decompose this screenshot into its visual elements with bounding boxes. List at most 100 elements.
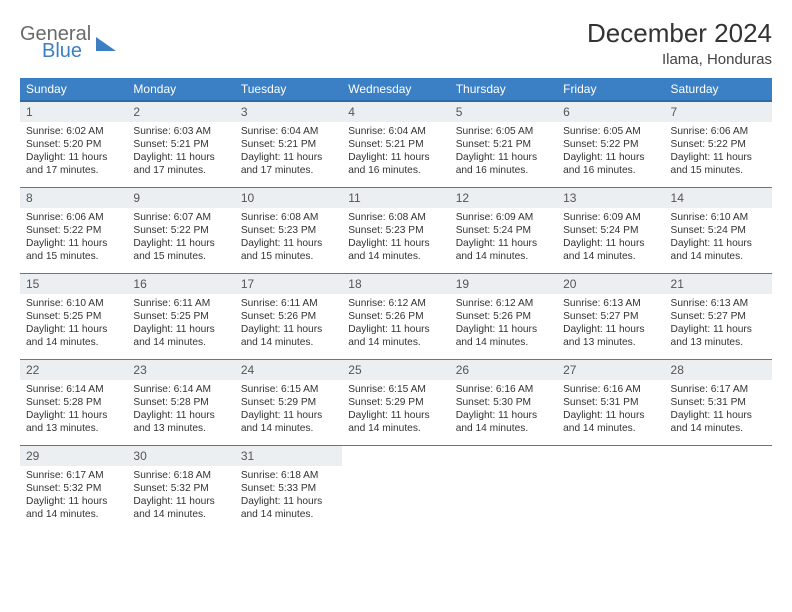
- day-details: Sunrise: 6:02 AMSunset: 5:20 PMDaylight:…: [20, 122, 127, 182]
- day-number: 25: [342, 360, 449, 380]
- day-number: 30: [127, 446, 234, 466]
- day-number: 18: [342, 274, 449, 294]
- calendar-cell: ..: [557, 445, 664, 531]
- day-details: Sunrise: 6:17 AMSunset: 5:32 PMDaylight:…: [20, 466, 127, 526]
- day-number: 7: [665, 102, 772, 122]
- calendar-cell: 6Sunrise: 6:05 AMSunset: 5:22 PMDaylight…: [557, 101, 664, 187]
- day-details: Sunrise: 6:10 AMSunset: 5:25 PMDaylight:…: [20, 294, 127, 354]
- calendar-cell: 5Sunrise: 6:05 AMSunset: 5:21 PMDaylight…: [450, 101, 557, 187]
- day-number: 23: [127, 360, 234, 380]
- calendar-cell: 4Sunrise: 6:04 AMSunset: 5:21 PMDaylight…: [342, 101, 449, 187]
- day-details: Sunrise: 6:06 AMSunset: 5:22 PMDaylight:…: [20, 208, 127, 268]
- day-number: 21: [665, 274, 772, 294]
- day-number: 9: [127, 188, 234, 208]
- logo: General Blue: [20, 18, 116, 61]
- day-details: Sunrise: 6:10 AMSunset: 5:24 PMDaylight:…: [665, 208, 772, 268]
- day-header: Thursday: [450, 78, 557, 101]
- calendar-cell: 16Sunrise: 6:11 AMSunset: 5:25 PMDayligh…: [127, 273, 234, 359]
- day-details: Sunrise: 6:16 AMSunset: 5:30 PMDaylight:…: [450, 380, 557, 440]
- day-number: 22: [20, 360, 127, 380]
- logo-blue-text: Blue: [42, 41, 91, 61]
- day-number: 12: [450, 188, 557, 208]
- calendar-cell: 26Sunrise: 6:16 AMSunset: 5:30 PMDayligh…: [450, 359, 557, 445]
- calendar-cell: 28Sunrise: 6:17 AMSunset: 5:31 PMDayligh…: [665, 359, 772, 445]
- calendar-cell: 23Sunrise: 6:14 AMSunset: 5:28 PMDayligh…: [127, 359, 234, 445]
- day-number: 15: [20, 274, 127, 294]
- calendar-cell: 15Sunrise: 6:10 AMSunset: 5:25 PMDayligh…: [20, 273, 127, 359]
- calendar-cell: 3Sunrise: 6:04 AMSunset: 5:21 PMDaylight…: [235, 101, 342, 187]
- day-number: 13: [557, 188, 664, 208]
- day-details: Sunrise: 6:15 AMSunset: 5:29 PMDaylight:…: [235, 380, 342, 440]
- calendar-cell: 29Sunrise: 6:17 AMSunset: 5:32 PMDayligh…: [20, 445, 127, 531]
- day-details: Sunrise: 6:04 AMSunset: 5:21 PMDaylight:…: [342, 122, 449, 182]
- calendar-cell: 25Sunrise: 6:15 AMSunset: 5:29 PMDayligh…: [342, 359, 449, 445]
- day-number: 10: [235, 188, 342, 208]
- day-details: Sunrise: 6:11 AMSunset: 5:25 PMDaylight:…: [127, 294, 234, 354]
- calendar-cell: 20Sunrise: 6:13 AMSunset: 5:27 PMDayligh…: [557, 273, 664, 359]
- logo-triangle-icon: [96, 37, 116, 51]
- calendar-cell: ..: [342, 445, 449, 531]
- day-number: 24: [235, 360, 342, 380]
- calendar-cell: 31Sunrise: 6:18 AMSunset: 5:33 PMDayligh…: [235, 445, 342, 531]
- day-details: Sunrise: 6:05 AMSunset: 5:21 PMDaylight:…: [450, 122, 557, 182]
- day-details: Sunrise: 6:08 AMSunset: 5:23 PMDaylight:…: [235, 208, 342, 268]
- calendar-cell: 17Sunrise: 6:11 AMSunset: 5:26 PMDayligh…: [235, 273, 342, 359]
- day-details: Sunrise: 6:11 AMSunset: 5:26 PMDaylight:…: [235, 294, 342, 354]
- calendar-cell: 19Sunrise: 6:12 AMSunset: 5:26 PMDayligh…: [450, 273, 557, 359]
- day-details: Sunrise: 6:03 AMSunset: 5:21 PMDaylight:…: [127, 122, 234, 182]
- calendar-table: SundayMondayTuesdayWednesdayThursdayFrid…: [20, 78, 772, 531]
- day-details: Sunrise: 6:14 AMSunset: 5:28 PMDaylight:…: [127, 380, 234, 440]
- day-number: 14: [665, 188, 772, 208]
- day-details: Sunrise: 6:04 AMSunset: 5:21 PMDaylight:…: [235, 122, 342, 182]
- calendar-cell: 11Sunrise: 6:08 AMSunset: 5:23 PMDayligh…: [342, 187, 449, 273]
- day-number: 27: [557, 360, 664, 380]
- calendar-week: 22Sunrise: 6:14 AMSunset: 5:28 PMDayligh…: [20, 359, 772, 445]
- day-details: Sunrise: 6:09 AMSunset: 5:24 PMDaylight:…: [557, 208, 664, 268]
- calendar-week: 29Sunrise: 6:17 AMSunset: 5:32 PMDayligh…: [20, 445, 772, 531]
- day-header: Sunday: [20, 78, 127, 101]
- day-details: Sunrise: 6:08 AMSunset: 5:23 PMDaylight:…: [342, 208, 449, 268]
- calendar-cell: 21Sunrise: 6:13 AMSunset: 5:27 PMDayligh…: [665, 273, 772, 359]
- page-header: General Blue December 2024 Ilama, Hondur…: [20, 18, 772, 68]
- day-number: 3: [235, 102, 342, 122]
- calendar-cell: 9Sunrise: 6:07 AMSunset: 5:22 PMDaylight…: [127, 187, 234, 273]
- day-details: Sunrise: 6:14 AMSunset: 5:28 PMDaylight:…: [20, 380, 127, 440]
- calendar-cell: ..: [450, 445, 557, 531]
- calendar-cell: 2Sunrise: 6:03 AMSunset: 5:21 PMDaylight…: [127, 101, 234, 187]
- month-title: December 2024: [587, 18, 772, 49]
- day-number: 11: [342, 188, 449, 208]
- day-number: 4: [342, 102, 449, 122]
- day-details: Sunrise: 6:18 AMSunset: 5:32 PMDaylight:…: [127, 466, 234, 526]
- day-number: 8: [20, 188, 127, 208]
- day-details: Sunrise: 6:13 AMSunset: 5:27 PMDaylight:…: [557, 294, 664, 354]
- calendar-cell: 8Sunrise: 6:06 AMSunset: 5:22 PMDaylight…: [20, 187, 127, 273]
- day-number: 17: [235, 274, 342, 294]
- day-details: Sunrise: 6:12 AMSunset: 5:26 PMDaylight:…: [342, 294, 449, 354]
- day-header-row: SundayMondayTuesdayWednesdayThursdayFrid…: [20, 78, 772, 101]
- day-number: 5: [450, 102, 557, 122]
- day-header: Monday: [127, 78, 234, 101]
- calendar-week: 1Sunrise: 6:02 AMSunset: 5:20 PMDaylight…: [20, 101, 772, 187]
- calendar-cell: 12Sunrise: 6:09 AMSunset: 5:24 PMDayligh…: [450, 187, 557, 273]
- day-header: Wednesday: [342, 78, 449, 101]
- day-number: 16: [127, 274, 234, 294]
- day-details: Sunrise: 6:16 AMSunset: 5:31 PMDaylight:…: [557, 380, 664, 440]
- title-block: December 2024 Ilama, Honduras: [587, 18, 772, 68]
- calendar-cell: 24Sunrise: 6:15 AMSunset: 5:29 PMDayligh…: [235, 359, 342, 445]
- calendar-cell: 27Sunrise: 6:16 AMSunset: 5:31 PMDayligh…: [557, 359, 664, 445]
- day-number: 29: [20, 446, 127, 466]
- day-details: Sunrise: 6:15 AMSunset: 5:29 PMDaylight:…: [342, 380, 449, 440]
- day-number: 1: [20, 102, 127, 122]
- day-header: Saturday: [665, 78, 772, 101]
- day-number: 19: [450, 274, 557, 294]
- day-details: Sunrise: 6:18 AMSunset: 5:33 PMDaylight:…: [235, 466, 342, 526]
- calendar-cell: 10Sunrise: 6:08 AMSunset: 5:23 PMDayligh…: [235, 187, 342, 273]
- calendar-cell: 30Sunrise: 6:18 AMSunset: 5:32 PMDayligh…: [127, 445, 234, 531]
- day-details: Sunrise: 6:17 AMSunset: 5:31 PMDaylight:…: [665, 380, 772, 440]
- calendar-cell: 7Sunrise: 6:06 AMSunset: 5:22 PMDaylight…: [665, 101, 772, 187]
- day-number: 6: [557, 102, 664, 122]
- location-label: Ilama, Honduras: [587, 51, 772, 68]
- day-number: 2: [127, 102, 234, 122]
- calendar-week: 8Sunrise: 6:06 AMSunset: 5:22 PMDaylight…: [20, 187, 772, 273]
- calendar-cell: 22Sunrise: 6:14 AMSunset: 5:28 PMDayligh…: [20, 359, 127, 445]
